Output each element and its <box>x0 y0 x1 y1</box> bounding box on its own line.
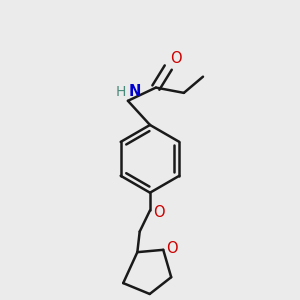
Text: N: N <box>128 84 141 99</box>
Text: O: O <box>170 51 182 66</box>
Text: O: O <box>166 241 178 256</box>
Text: H: H <box>116 85 126 99</box>
Text: O: O <box>153 205 165 220</box>
